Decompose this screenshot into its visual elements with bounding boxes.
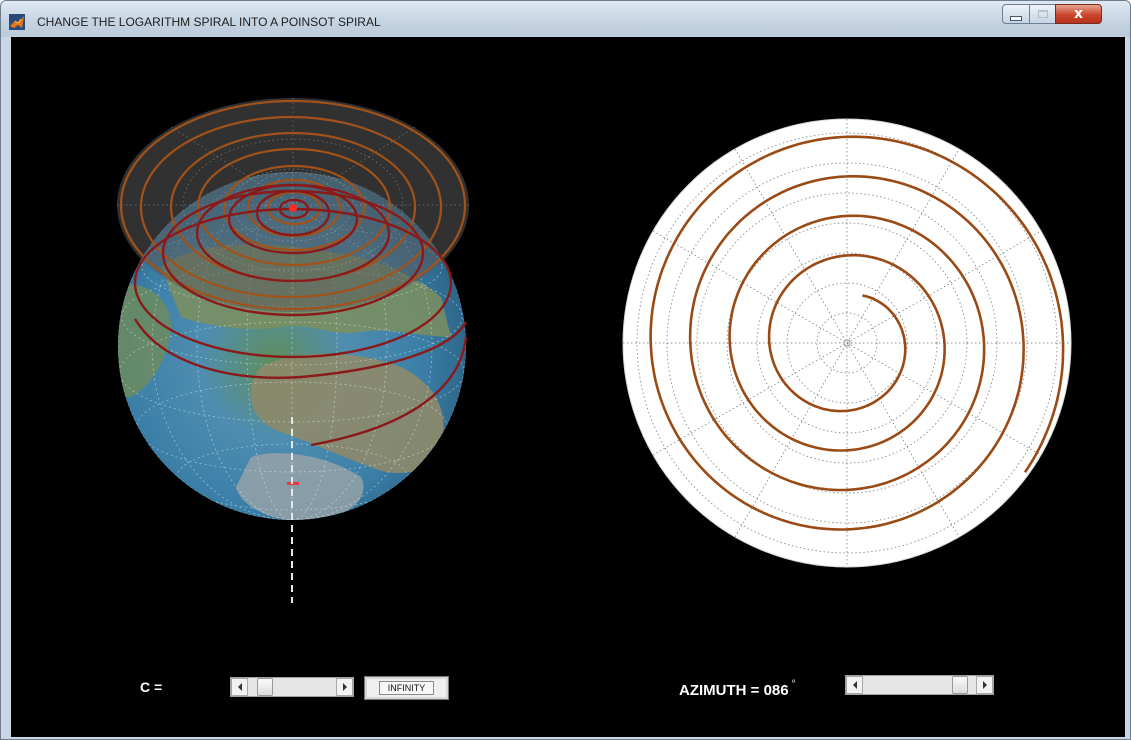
minimize-button[interactable] xyxy=(1002,4,1030,24)
infinity-button[interactable]: INFINITY xyxy=(364,676,449,700)
title-bar[interactable]: CHANGE THE LOGARITHM SPIRAL INTO A POINS… xyxy=(1,1,1130,37)
azimuth-label: AZIMUTH = 086 ° xyxy=(679,679,796,699)
minimize-icon xyxy=(1010,15,1022,21)
figure-canvas: C = INFINITY AZIMUTH = 086 ° xyxy=(11,37,1125,737)
arrow-left-icon xyxy=(852,681,857,689)
c-slider[interactable] xyxy=(230,677,354,697)
matlab-app-icon xyxy=(9,14,25,30)
window-title: CHANGE THE LOGARITHM SPIRAL INTO A POINS… xyxy=(37,15,381,29)
figure-graphics xyxy=(117,98,1072,603)
arrow-right-icon xyxy=(342,683,347,691)
disk-spiral xyxy=(119,99,467,311)
close-button[interactable]: x xyxy=(1055,4,1102,24)
degree-symbol: ° xyxy=(791,679,796,690)
maximize-icon xyxy=(1037,10,1048,18)
azimuth-slider-increment[interactable] xyxy=(976,676,993,694)
azimuth-slider[interactable] xyxy=(845,675,994,695)
c-slider-decrement[interactable] xyxy=(231,678,248,696)
maximize-button[interactable] xyxy=(1029,4,1056,24)
c-label: C = xyxy=(140,679,163,695)
close-icon: x xyxy=(1073,6,1084,22)
azimuth-slider-decrement[interactable] xyxy=(846,676,863,694)
polar-spiral xyxy=(649,135,1065,531)
azimuth-value-text: AZIMUTH = 086 xyxy=(679,682,789,699)
globe-axes xyxy=(117,98,469,603)
landmass-africa xyxy=(250,353,444,473)
azimuth-slider-thumb[interactable] xyxy=(952,676,969,694)
polar-origin xyxy=(843,339,851,347)
c-slider-increment[interactable] xyxy=(336,678,353,696)
c-slider-thumb[interactable] xyxy=(256,678,273,696)
pole-marker xyxy=(289,204,297,212)
infinity-button-label: INFINITY xyxy=(378,681,435,695)
polar-axes xyxy=(622,118,1072,568)
arrow-left-icon xyxy=(237,683,242,691)
landmass-south xyxy=(236,453,364,520)
arrow-right-icon xyxy=(982,681,987,689)
